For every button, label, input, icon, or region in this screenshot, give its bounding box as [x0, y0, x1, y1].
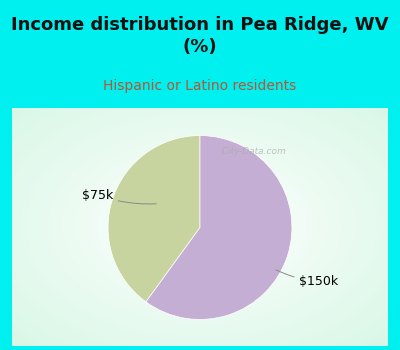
Text: Hispanic or Latino residents: Hispanic or Latino residents [103, 79, 297, 93]
Text: Income distribution in Pea Ridge, WV
(%): Income distribution in Pea Ridge, WV (%) [11, 16, 389, 56]
Wedge shape [146, 135, 292, 320]
Text: City-Data.com: City-Data.com [216, 147, 286, 156]
Text: $75k: $75k [82, 189, 156, 204]
Text: $150k: $150k [276, 270, 338, 288]
Wedge shape [108, 135, 200, 302]
